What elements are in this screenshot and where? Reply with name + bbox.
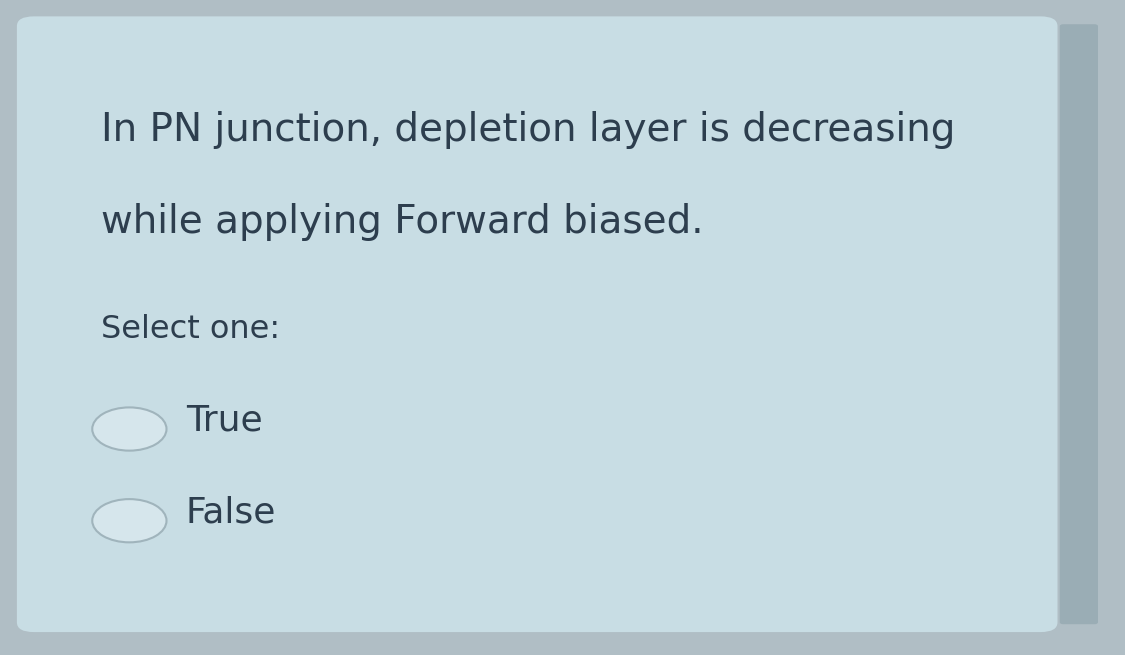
Text: True: True	[186, 403, 262, 438]
FancyBboxPatch shape	[1060, 24, 1098, 624]
Circle shape	[92, 499, 166, 542]
FancyBboxPatch shape	[17, 16, 1058, 632]
Text: False: False	[186, 495, 276, 529]
Circle shape	[92, 407, 166, 451]
Text: In PN junction, depletion layer is decreasing: In PN junction, depletion layer is decre…	[101, 111, 955, 149]
Text: while applying Forward biased.: while applying Forward biased.	[101, 203, 704, 241]
Text: Select one:: Select one:	[101, 314, 280, 345]
